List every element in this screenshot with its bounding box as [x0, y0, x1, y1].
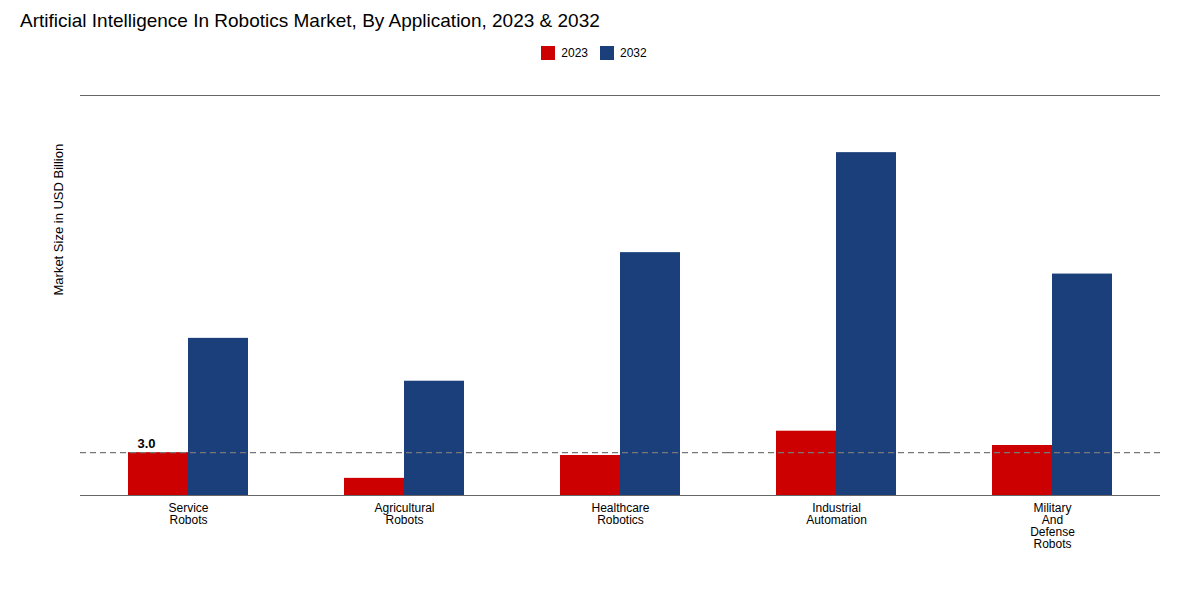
svg-text:AgriculturalRobots: AgriculturalRobots	[374, 501, 434, 527]
html-text:Artificial Intelligence In Rob: Artificial Intelligence In Robotics Mark…	[20, 10, 600, 31]
html-text:2023: 2023	[561, 45, 588, 60]
svg-text:3.0: 3.0	[137, 436, 155, 451]
svg-text:IndustrialAutomation: IndustrialAutomation	[806, 501, 867, 527]
svg-text:HealthcareRobotics: HealthcareRobotics	[591, 501, 649, 527]
svg-text:MilitaryAndDefenseRobots: MilitaryAndDefenseRobots	[1030, 501, 1075, 551]
svg-text:ServiceRobots: ServiceRobots	[168, 501, 208, 527]
svg-text:Market Size in USD Billion: Market Size in USD Billion	[51, 144, 66, 296]
html-text:2032: 2032	[620, 45, 647, 60]
